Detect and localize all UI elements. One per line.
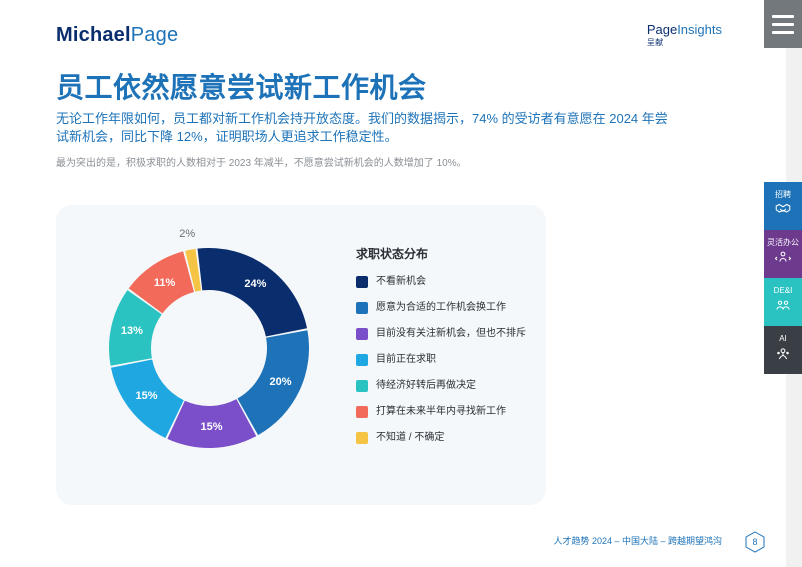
side-tab[interactable]: AI [764,326,802,374]
page-subtitle: 无论工作年限如何，员工都对新工作机会持开放态度。我们的数据揭示，74% 的受访者… [56,110,676,146]
donut-slice-label: 24% [244,278,266,290]
logo-second: Page [131,24,179,46]
side-tabs: 招聘灵活办公 DE&I AI [764,182,802,374]
legend-swatch [356,354,368,366]
side-tab-label: DE&I [774,286,793,295]
legend-title: 求职状态分布 [356,245,536,262]
handshake-icon [774,201,792,222]
brand-a: Page [647,22,677,37]
legend-label: 待经济好转后再做决定 [376,380,476,392]
legend-swatch [356,432,368,444]
hamburger-bar [772,15,794,18]
brand-b: Insights [677,22,722,37]
legend-label: 打算在未来半年内寻找新工作 [376,406,506,418]
ai-icon [774,345,792,366]
side-tab-label: 招聘 [775,190,791,199]
legend-label: 目前正在求职 [376,354,436,366]
legend-item: 目前正在求职 [356,354,536,366]
page-note: 最为突出的是，积极求职的人数相对于 2023 年减半，不愿意尝试新机会的人数增加… [56,154,467,169]
legend-label: 不知道 / 不确定 [376,432,444,444]
legend-label: 目前没有关注新机会，但也不排斥 [376,328,526,340]
menu-button[interactable] [764,0,802,48]
page-number-badge: 8 [744,531,766,553]
legend-label: 愿意为合适的工作机会换工作 [376,302,506,314]
hamburger-bar [772,31,794,34]
brand-insights: PageInsights 呈献 [647,22,722,48]
person-arrows-icon [774,249,792,270]
legend-swatch [356,302,368,314]
chart-legend: 求职状态分布 不看新机会愿意为合适的工作机会换工作目前没有关注新机会，但也不排斥… [356,245,536,458]
legend-item: 待经济好转后再做决定 [356,380,536,392]
logo-first: Michael [56,24,131,46]
page-number: 8 [744,531,766,553]
donut-slice-label: 15% [200,421,222,433]
side-tab-label: 灵活办公 [767,238,799,247]
legend-item: 不看新机会 [356,276,536,288]
donut-chart: 24%20%15%15%13%11%2% [94,233,324,463]
side-tab[interactable]: 灵活办公 [764,230,802,278]
donut-slice [198,248,308,337]
page-title: 员工依然愿意尝试新工作机会 [56,66,427,106]
brand-logo: MichaelPage [56,24,178,47]
footer-text: 人才趋势 2024 – 中国大陆 – 跨越期望鸿沟 [553,534,722,547]
legend-item: 打算在未来半年内寻找新工作 [356,406,536,418]
legend-swatch [356,276,368,288]
brand-sub: 呈献 [647,37,722,48]
legend-item: 愿意为合适的工作机会换工作 [356,302,536,314]
legend-item: 目前没有关注新机会，但也不排斥 [356,328,536,340]
side-tab[interactable]: DE&I [764,278,802,326]
chart-card: 24% 20% 15% 15% 13% 11% 2% 求职状态分布 不看新机会愿意为合适的工… [56,205,546,505]
legend-label: 不看新机会 [376,276,426,288]
side-tab[interactable]: 招聘 [764,182,802,230]
legend-item: 不知道 / 不确定 [356,432,536,444]
legend-swatch [356,380,368,392]
page: MichaelPage PageInsights 呈献 招聘灵活办公DE&IAI… [0,0,802,567]
donut-slice-label: 2% [179,228,195,240]
donut-slice-label: 20% [269,376,291,388]
people-icon [774,297,792,318]
legend-swatch [356,406,368,418]
legend-swatch [356,328,368,340]
donut-slice-label: 13% [121,325,143,337]
side-tab-label: AI [779,334,787,343]
donut-slice-label: 11% [154,277,175,289]
hamburger-bar [772,23,794,26]
donut-slice-label: 15% [136,390,158,402]
